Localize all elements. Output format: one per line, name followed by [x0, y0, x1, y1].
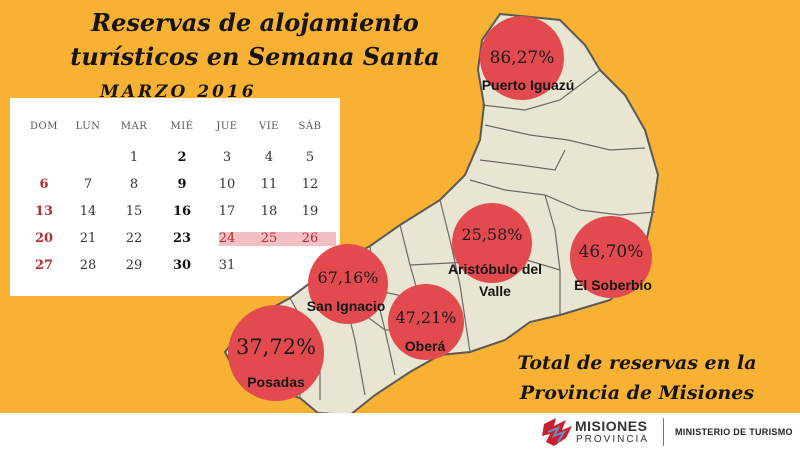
brand-subtitle: PROVINCIA: [576, 434, 650, 445]
calendar-week-row: 6 7 8 9 10 11 12: [10, 172, 340, 198]
calendar-day: 25: [260, 231, 278, 246]
calendar-day: 31: [218, 258, 236, 273]
location-label-aristobulo-del-valle: Aristóbulo del Valle: [447, 261, 543, 299]
calendar-day: 19: [301, 204, 319, 219]
calendar-day: 24: [218, 231, 236, 246]
value-bubble-aristobulo-del-valle: 25,58%: [452, 203, 532, 283]
value-text: 25,58%: [461, 225, 523, 244]
misiones-logo-icon: [542, 418, 572, 446]
value-text: 47,21%: [395, 308, 457, 327]
weekday-label: MAR: [120, 121, 148, 132]
calendar-day: 21: [79, 231, 97, 246]
calendar-day: 10: [218, 177, 236, 192]
value-text: 67,16%: [317, 268, 379, 287]
page-title: Reservas de alojamiento turísticos en Se…: [70, 8, 440, 71]
calendar-day: 16: [172, 204, 192, 219]
calendar-day: 6: [39, 177, 49, 192]
location-label-obera: Oberá: [404, 338, 446, 354]
weekday-label: MIÉ: [170, 121, 194, 132]
calendar-month-label: MARZO 2016: [100, 82, 257, 102]
location-label-posadas: Posadas: [247, 374, 305, 390]
calendar-day: 20: [34, 231, 54, 246]
ministry-name: MINISTERIO DE TURISMO: [675, 427, 793, 437]
calendar-day: 1: [129, 150, 139, 165]
calendar-day: 14: [79, 204, 97, 219]
calendar-weekday-header: DOM LUN MAR MIÉ JUE VIE SÁB: [10, 114, 340, 140]
location-label-san-ignacio: San Ignacio: [306, 298, 386, 314]
calendar-day: 29: [125, 258, 143, 273]
calendar-day: 28: [79, 258, 97, 273]
calendar-day: 4: [264, 150, 274, 165]
calendar-day: 11: [260, 177, 278, 192]
calendar-day: 7: [83, 177, 93, 192]
calendar-day: 23: [172, 231, 192, 246]
calendar-week-row: 13 14 15 16 17 18 19: [10, 199, 340, 225]
value-bubble-puerto-iguazu: 86,27%: [480, 16, 564, 100]
calendar-day: 15: [125, 204, 143, 219]
calendar-week-row: 27 28 29 30 31: [10, 253, 340, 279]
location-label-el-soberbio: El Soberbio: [574, 277, 652, 293]
calendar-day: 5: [305, 150, 315, 165]
weekday-label: JUE: [216, 121, 238, 132]
value-text: 86,27%: [489, 48, 555, 68]
calendar-day: 9: [177, 177, 187, 192]
weekday-label: LUN: [75, 121, 101, 132]
calendar-day: 2: [177, 150, 187, 165]
brand-name: MISIONES: [575, 418, 648, 434]
value-bubble-obera: 47,21%: [388, 284, 464, 360]
weekday-label: SÁB: [298, 121, 322, 132]
calendar-week-row: 20 21 22 23 24 25 26: [10, 226, 340, 252]
weekday-label: VIE: [259, 121, 279, 132]
location-label-puerto-iguazu: Puerto Iguazú: [481, 77, 575, 93]
calendar-day: 17: [218, 204, 236, 219]
value-bubble-posadas: 37,72%: [228, 305, 324, 401]
footer-bar: [0, 413, 800, 450]
footer-divider: [663, 418, 664, 446]
calendar-day: 18: [260, 204, 278, 219]
calendar-day: 27: [34, 258, 54, 273]
weekday-label: DOM: [30, 121, 58, 132]
value-bubble-san-ignacio: 67,16%: [308, 244, 388, 324]
calendar-day: 13: [34, 204, 54, 219]
calendar-day: 26: [301, 231, 319, 246]
value-bubble-el-soberbio: 46,70%: [570, 216, 652, 298]
calendar-day: 8: [129, 177, 139, 192]
value-text: 37,72%: [235, 335, 317, 359]
calendar: DOM LUN MAR MIÉ JUE VIE SÁB 1 2 3 4 5 6 7 8 9 10 1…: [10, 98, 340, 296]
calendar-day: 3: [222, 150, 232, 165]
holy-week-highlight: [219, 232, 336, 246]
calendar-day: 30: [172, 258, 192, 273]
calendar-day: 12: [301, 177, 319, 192]
value-text: 46,70%: [578, 242, 644, 262]
calendar-day: 22: [125, 231, 143, 246]
calendar-week-row: 1 2 3 4 5: [10, 145, 340, 171]
